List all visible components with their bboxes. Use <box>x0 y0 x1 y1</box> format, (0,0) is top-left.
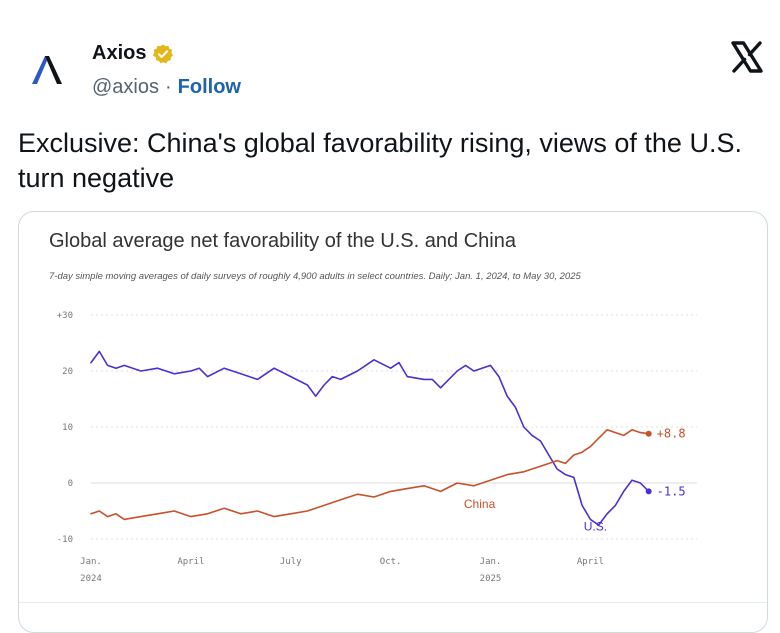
tweet-header: Axios @axios · Follow <box>0 0 780 120</box>
x-tick-label-3: Oct. <box>380 557 402 567</box>
y-tick-label-2: 10 <box>62 423 73 433</box>
x-tick-label-0: Jan. <box>80 557 102 567</box>
y-tick-label-1: 20 <box>62 367 73 377</box>
author-name-row: Axios <box>92 42 174 65</box>
china-end-point <box>645 430 652 437</box>
x-tick-sublabel-4: 2025 <box>480 574 502 584</box>
y-tick-label-0: +30 <box>57 311 73 321</box>
u-s-series-label: U.S. <box>584 520 607 534</box>
china-series-label: China <box>464 497 496 511</box>
x-tick-label-5: April <box>577 557 604 567</box>
net-favorability-chart: +30 20 10 0 -10 Jan. 2024 April July Oct. Jan. 2025… <box>57 311 697 584</box>
u-s-end-point <box>645 488 652 495</box>
author-display-name[interactable]: Axios <box>92 42 147 64</box>
handle-separator: · <box>165 76 172 98</box>
author-avatar[interactable] <box>18 40 76 98</box>
author-handle-row: @axios · Follow <box>92 76 241 99</box>
china-series-line <box>90 429 650 521</box>
card-divider <box>19 602 767 603</box>
y-tick-label-4: -10 <box>57 535 73 545</box>
chart-subtitle: 7-day simple moving averages of daily su… <box>49 271 581 282</box>
u-s-series-line <box>90 350 650 526</box>
x-tick-label-1: April <box>177 557 204 567</box>
y-tick-label-3: 0 <box>68 479 73 489</box>
chart-card[interactable]: Global average net favorability of the U… <box>18 211 768 633</box>
x-tick-label-2: July <box>280 557 302 567</box>
x-logo-icon <box>731 41 763 73</box>
tweet-text: Exclusive: China's global favorability r… <box>18 128 742 193</box>
china-end-label: +8.8 <box>657 427 686 441</box>
axios-logo-icon <box>32 56 62 84</box>
author-handle[interactable]: @axios <box>92 76 159 98</box>
verified-badge-icon <box>153 43 174 63</box>
x-logo-button[interactable] <box>730 40 764 74</box>
follow-button[interactable]: Follow <box>177 76 241 98</box>
x-tick-sublabel-0: 2024 <box>80 574 102 584</box>
x-tick-label-4: Jan. <box>480 557 502 567</box>
chart-title: Global average net favorability of the U… <box>49 230 516 252</box>
u-s-end-label: -1.5 <box>657 484 686 498</box>
